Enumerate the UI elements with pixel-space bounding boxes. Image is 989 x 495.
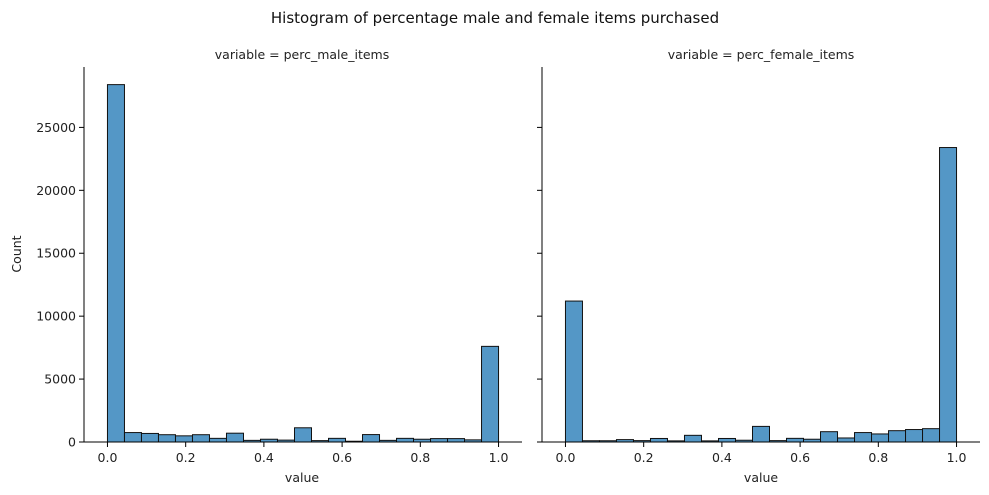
x-tick-label: 0.8	[410, 450, 430, 465]
histogram-bar	[683, 434, 702, 443]
histogram-bar	[430, 438, 449, 443]
histogram-bar	[225, 432, 244, 443]
histogram-bar	[717, 437, 736, 443]
histogram-bar	[362, 434, 381, 443]
histogram-bar	[293, 427, 313, 443]
histogram-bar	[447, 438, 466, 443]
y-tick-label: 20000	[36, 183, 76, 198]
histogram-bar	[751, 425, 771, 443]
histogram-bar	[106, 84, 125, 443]
histogram-bar	[837, 437, 856, 443]
male-items-panel: variable = perc_male_items value 0.0 0.2 0…	[36, 47, 522, 485]
figure-title: Histogram of percentage male and female …	[271, 9, 719, 27]
histogram-bar	[481, 345, 500, 443]
y-tick-label: 10000	[36, 309, 76, 324]
y-tick-label: 0	[68, 435, 76, 450]
histogram-bar	[854, 432, 873, 443]
x-tick-label: 1.0	[947, 450, 967, 465]
y-tick-label: 25000	[36, 120, 76, 135]
x-tick-label: 0.2	[176, 450, 196, 465]
histogram-bar	[820, 431, 839, 443]
histogram-bar	[396, 437, 415, 443]
panel-title-female: variable = perc_female_items	[668, 47, 855, 62]
x-tick-label: 0.6	[332, 450, 352, 465]
x-axis-label-male: value	[285, 470, 319, 485]
x-tick-label: 0.6	[790, 450, 810, 465]
x-tick-label: 0.4	[712, 450, 732, 465]
x-tick-label: 0.4	[254, 450, 274, 465]
histogram-bar	[939, 147, 958, 443]
histogram-bar	[157, 434, 176, 443]
histogram-bar	[174, 435, 193, 443]
histogram-bar	[140, 432, 159, 443]
x-tick-label: 0.0	[556, 450, 576, 465]
y-tick-label: 15000	[36, 246, 76, 261]
histogram-bar	[649, 437, 668, 443]
histogram-bar	[123, 432, 142, 443]
y-axis-label: Count	[9, 235, 24, 272]
x-tick-label: 0.0	[98, 450, 118, 465]
histogram-bar	[922, 428, 941, 443]
x-tick-label: 0.2	[634, 450, 654, 465]
y-tick-label: 5000	[44, 372, 76, 387]
histogram-bar	[564, 300, 583, 443]
histogram-bar	[871, 433, 890, 443]
histogram-bar	[328, 437, 347, 443]
histogram-bar	[208, 437, 227, 443]
x-tick-label: 0.8	[868, 450, 888, 465]
histogram-bar	[786, 437, 805, 443]
x-axis-label-female: value	[744, 470, 778, 485]
x-tick-label: 1.0	[489, 450, 509, 465]
histogram-bar	[905, 429, 924, 443]
female-items-panel: variable = perc_female_items value 0.0 0.…	[537, 47, 980, 485]
histogram-bar	[191, 434, 210, 443]
histogram-bar	[888, 430, 907, 443]
panel-title-male: variable = perc_male_items	[215, 47, 389, 62]
